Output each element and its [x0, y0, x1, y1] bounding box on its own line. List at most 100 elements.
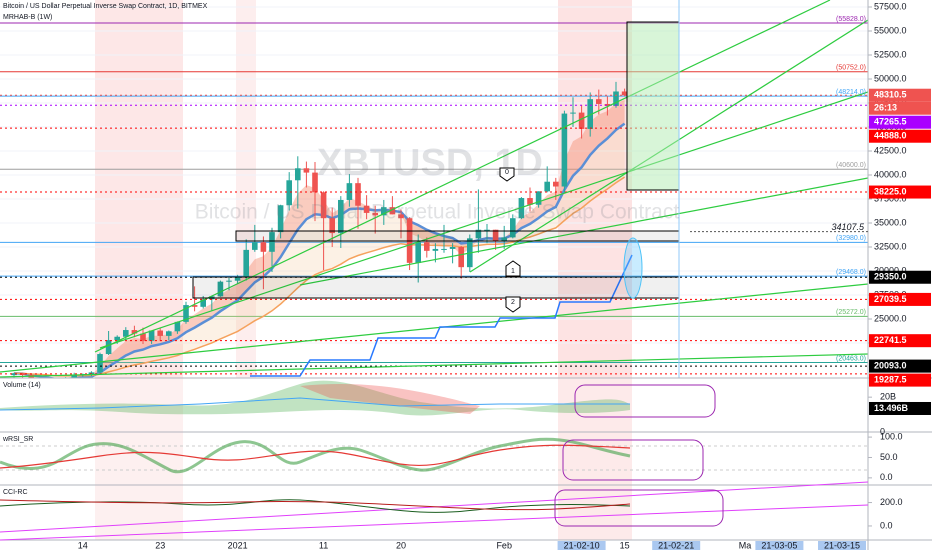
candle-body: [561, 113, 568, 187]
candle-body: [441, 248, 447, 250]
candle-body: [544, 181, 550, 192]
candle-body: [415, 242, 421, 263]
price-tag: [869, 185, 931, 199]
candle-body: [570, 112, 576, 114]
candle-body: [114, 336, 120, 341]
y-tick-label: 52500.0: [874, 49, 907, 59]
candle-body: [372, 212, 378, 216]
level-label: (50752.0): [836, 65, 866, 72]
x-tick-label: 23: [155, 540, 165, 550]
candle-body: [398, 214, 404, 219]
session-band: [95, 0, 183, 378]
trendline: [94, 0, 831, 353]
candle-body: [389, 207, 396, 215]
candle-body: [148, 330, 155, 341]
y-tick-label: 42500.0: [874, 145, 907, 155]
x-tick-label: 21-03-15: [824, 540, 860, 550]
price-tag-label: 27039.5: [874, 294, 907, 304]
y-tick-label: 25000.0: [874, 313, 907, 323]
price-tag-label: 20093.0: [874, 360, 907, 370]
zone-box: [235, 230, 680, 242]
price-tag: [869, 88, 931, 102]
x-tick-label: 2021: [228, 540, 248, 550]
price-tag: [869, 292, 931, 306]
ma-cloud: [14, 123, 625, 378]
pane-tick-label: 200.0: [880, 497, 903, 507]
candle-body: [295, 168, 301, 181]
y-tick-label: 57500.0: [874, 1, 907, 11]
highlight-ellipse: [623, 237, 643, 299]
callout: 1: [511, 268, 515, 275]
price-tag: [869, 334, 931, 348]
countdown-tag: [869, 101, 931, 115]
candle-body: [217, 281, 224, 297]
candle-body: [260, 242, 267, 252]
volume-cloud: [300, 384, 480, 414]
candle-body: [226, 280, 232, 282]
candle-body: [243, 249, 249, 277]
candle-body: [200, 299, 206, 307]
candle-body: [123, 330, 129, 337]
x-label-box: [557, 541, 606, 550]
session-band: [558, 378, 632, 540]
level-label: (20463.0): [836, 355, 866, 362]
candle-body: [19, 373, 26, 375]
candle-body: [338, 199, 344, 234]
pane-value-tag: [869, 401, 931, 415]
volume-cloud: [0, 380, 630, 416]
price-tag: [869, 359, 931, 373]
candle-body: [510, 218, 516, 238]
candle-body: [286, 180, 292, 206]
chart-subtitle: MRHAB-B (1W): [3, 14, 52, 21]
candle-body: [621, 91, 628, 96]
price-tag: [869, 270, 931, 284]
y-tick-label: 30000.0: [874, 265, 907, 275]
x-tick-label: 15: [620, 540, 630, 550]
x-tick-label: 11: [319, 540, 328, 550]
rsi-line: [0, 437, 631, 474]
chart-title: Bitcoin / US Dollar Perpetual Inverse Sw…: [3, 3, 208, 10]
candle-body: [46, 381, 52, 384]
level-label: (29468.0): [836, 269, 866, 276]
price-tag: [869, 373, 931, 387]
x-tick-label: Ma: [739, 540, 752, 550]
candle-body: [303, 168, 310, 173]
candle-body: [527, 198, 533, 205]
x-tick-label: 21-03-05: [761, 540, 797, 550]
pane-tick-label: 0.0: [880, 520, 893, 530]
pane-title: CCI-RC: [3, 489, 28, 496]
candle-body: [355, 183, 361, 206]
level-label: (25272.0): [836, 309, 866, 316]
candle-body: [424, 242, 430, 251]
candle-body: [312, 172, 318, 193]
y-tick-label: 35000.0: [874, 217, 907, 227]
main-pane: [0, 6, 868, 384]
level-label: (40600.0): [836, 162, 866, 169]
pane-tick-label: 100.0: [880, 431, 903, 441]
x-tick-label: 20: [396, 540, 406, 550]
pane-value-label: 13.496B: [874, 403, 909, 413]
candle-body: [363, 205, 370, 213]
candle-body: [269, 232, 275, 252]
price-tag-label: 29350.0: [874, 272, 907, 282]
candle-body: [191, 305, 198, 307]
trendline: [99, 91, 868, 349]
trendline: [0, 283, 868, 373]
annotation-label: 34107.5: [831, 222, 865, 232]
level-label: (48214.0): [836, 89, 866, 96]
price-tag-label: 47265.5: [874, 117, 907, 127]
circle-mark: [562, 439, 704, 481]
candle-body: [88, 372, 95, 375]
candle-body: [596, 99, 602, 104]
candle-body: [578, 112, 585, 129]
candle-body: [97, 354, 103, 373]
x-tick-label: Feb: [496, 540, 512, 550]
callouts: 0 1 2: [499, 167, 521, 313]
x-tick-label: 14: [78, 540, 88, 550]
candle-body: [71, 374, 77, 378]
candle-body: [329, 218, 335, 234]
zone-box: [192, 276, 680, 299]
x-tick-label: 21-02-10: [564, 540, 600, 550]
candle-body: [587, 99, 593, 129]
trendline: [0, 353, 868, 378]
